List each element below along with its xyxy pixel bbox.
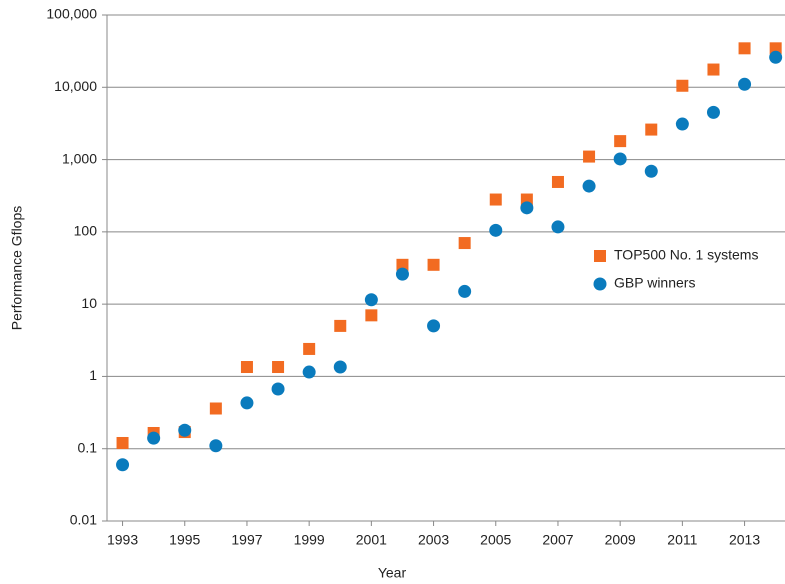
point — [240, 361, 253, 374]
point — [614, 135, 627, 148]
point — [116, 436, 129, 449]
point — [520, 201, 534, 215]
point — [209, 439, 223, 453]
point — [116, 458, 130, 472]
point — [738, 77, 752, 91]
point — [272, 361, 285, 374]
x-tick-label: 1999 — [294, 532, 325, 548]
point — [644, 164, 658, 178]
point — [240, 396, 254, 410]
point — [738, 42, 751, 55]
y-tick-label: 1 — [89, 367, 97, 383]
point — [551, 220, 565, 234]
point — [769, 50, 783, 64]
point — [458, 237, 471, 250]
point — [303, 342, 316, 355]
point — [427, 258, 440, 271]
x-axis-title: Year — [378, 565, 407, 581]
y-tick-label: 0.1 — [78, 439, 98, 455]
point — [364, 293, 378, 307]
y-tick-label: 10,000 — [54, 78, 97, 94]
point — [271, 382, 285, 396]
y-tick-label: 100,000 — [46, 6, 97, 22]
point — [396, 258, 409, 271]
point — [582, 179, 596, 193]
point — [645, 123, 658, 136]
point — [583, 150, 596, 163]
point — [706, 105, 720, 119]
point — [147, 431, 161, 445]
x-tick-label: 2003 — [418, 532, 449, 548]
x-tick-label: 2011 — [667, 532, 697, 548]
point — [489, 193, 502, 206]
x-tick-label: 2009 — [605, 532, 636, 548]
point — [427, 319, 441, 333]
point — [707, 63, 720, 76]
point — [489, 223, 503, 237]
point — [769, 42, 782, 55]
legend-label: TOP500 No. 1 systems — [614, 247, 758, 263]
point — [676, 79, 689, 92]
x-tick-label: 2013 — [729, 532, 760, 548]
point — [613, 152, 627, 166]
point — [675, 117, 689, 131]
point — [365, 309, 378, 322]
point — [395, 267, 409, 281]
y-axis-title: Performance Gflops — [9, 206, 25, 331]
legend-label: GBP winners — [614, 275, 695, 291]
point — [209, 402, 222, 415]
point — [551, 175, 564, 188]
x-tick-label: 1995 — [169, 532, 200, 548]
y-tick-label: 10 — [81, 295, 97, 311]
legend-swatch — [593, 277, 607, 291]
point — [178, 423, 192, 437]
y-tick-label: 1,000 — [62, 150, 97, 166]
y-tick-label: 100 — [74, 223, 98, 239]
point — [333, 360, 347, 374]
legend-swatch — [594, 250, 606, 262]
x-tick-label: 2001 — [356, 532, 387, 548]
x-tick-label: 2005 — [480, 532, 511, 548]
x-tick-label: 2007 — [542, 532, 573, 548]
point — [334, 319, 347, 332]
point — [458, 284, 472, 298]
x-tick-label: 1993 — [107, 532, 138, 548]
y-tick-label: 0.01 — [70, 512, 97, 528]
point — [302, 365, 316, 379]
x-tick-label: 1997 — [231, 532, 262, 548]
